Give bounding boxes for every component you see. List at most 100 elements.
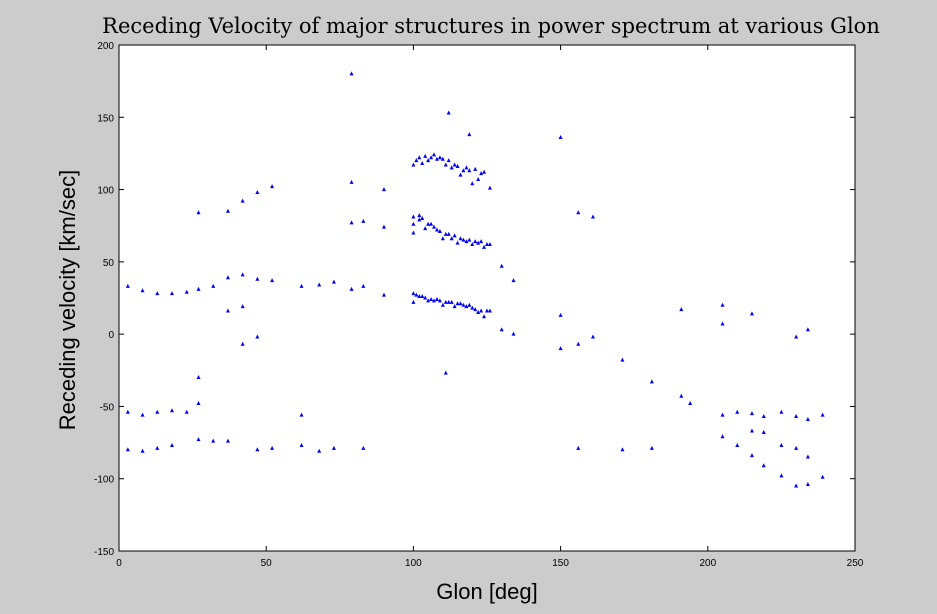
data-point — [482, 244, 487, 249]
data-point — [411, 299, 416, 304]
data-point — [455, 240, 460, 245]
data-point — [470, 242, 475, 247]
data-point — [270, 184, 275, 189]
data-point — [211, 283, 216, 288]
data-point — [461, 302, 466, 307]
data-point — [467, 168, 472, 173]
data-point — [440, 236, 445, 241]
data-point — [473, 166, 478, 171]
data-point — [125, 447, 130, 452]
data-point — [349, 71, 354, 76]
data-point — [499, 327, 504, 332]
data-point — [443, 370, 448, 375]
data-point — [558, 346, 563, 351]
data-point — [479, 171, 484, 176]
data-point — [426, 158, 431, 163]
data-point — [749, 453, 754, 458]
data-point — [464, 239, 469, 244]
data-point — [720, 321, 725, 326]
data-point — [420, 215, 425, 220]
data-point — [749, 311, 754, 316]
data-point — [590, 214, 595, 219]
data-point — [196, 401, 201, 406]
x-tick-label: 150 — [552, 558, 569, 569]
data-point — [184, 409, 189, 414]
data-point — [155, 445, 160, 450]
data-point — [590, 334, 595, 339]
data-point — [779, 409, 784, 414]
data-point — [679, 393, 684, 398]
data-point — [437, 298, 442, 303]
data-point — [240, 304, 245, 309]
data-point — [688, 401, 693, 406]
y-axis-label: Receding velocity [km/sec] — [55, 170, 80, 430]
data-point — [381, 224, 386, 229]
data-point — [449, 236, 454, 241]
data-point — [349, 179, 354, 184]
x-tick-label: 0 — [116, 558, 122, 569]
data-point — [411, 214, 416, 219]
data-point — [820, 474, 825, 479]
data-point — [381, 187, 386, 192]
y-tick-label: -50 — [100, 402, 115, 413]
data-point — [487, 185, 492, 190]
data-point — [429, 155, 434, 160]
data-point — [417, 155, 422, 160]
data-point — [414, 292, 419, 297]
data-point — [485, 242, 489, 247]
data-point — [452, 162, 457, 167]
data-point — [196, 210, 201, 215]
data-point — [720, 434, 725, 439]
chart-title: Receding Velocity of major structures in… — [102, 14, 880, 38]
data-point — [270, 445, 275, 450]
data-point — [461, 237, 466, 242]
data-point — [349, 220, 354, 225]
data-point — [476, 240, 481, 245]
data-point — [458, 236, 463, 241]
data-point — [761, 414, 766, 419]
data-point — [779, 442, 784, 447]
data-point — [749, 428, 754, 433]
x-tick-label: 50 — [261, 558, 273, 569]
data-point — [381, 292, 386, 297]
data-point — [432, 224, 437, 229]
data-point — [299, 442, 304, 447]
data-point — [240, 341, 245, 346]
data-point — [420, 161, 425, 166]
data-point — [240, 272, 245, 277]
data-point — [735, 409, 740, 414]
data-point — [317, 448, 322, 453]
y-tick-label: -100 — [94, 475, 114, 486]
data-point — [411, 221, 416, 226]
data-point — [440, 302, 445, 307]
data-point — [446, 231, 451, 236]
y-tick-label: 200 — [97, 41, 114, 52]
data-point — [196, 437, 201, 442]
data-point — [487, 242, 492, 247]
data-point — [361, 218, 366, 223]
data-point — [255, 276, 260, 281]
data-point — [476, 309, 481, 314]
data-point — [576, 210, 581, 215]
data-point — [420, 294, 425, 299]
data-point — [473, 239, 478, 244]
data-point — [449, 165, 454, 170]
data-point — [794, 334, 799, 339]
data-point — [140, 448, 145, 453]
data-point — [558, 135, 563, 140]
data-point — [411, 230, 416, 235]
data-point — [361, 283, 366, 288]
y-tick-label: 100 — [97, 186, 114, 197]
data-point — [255, 189, 260, 194]
data-point — [458, 301, 463, 306]
data-point — [467, 237, 472, 242]
data-point — [140, 288, 145, 293]
data-point — [467, 132, 472, 137]
x-axis-label: Glon [deg] — [436, 579, 538, 604]
data-point — [446, 110, 451, 115]
data-point — [805, 416, 810, 421]
data-point — [458, 172, 463, 177]
data-point — [196, 286, 201, 291]
data-point — [434, 227, 439, 232]
